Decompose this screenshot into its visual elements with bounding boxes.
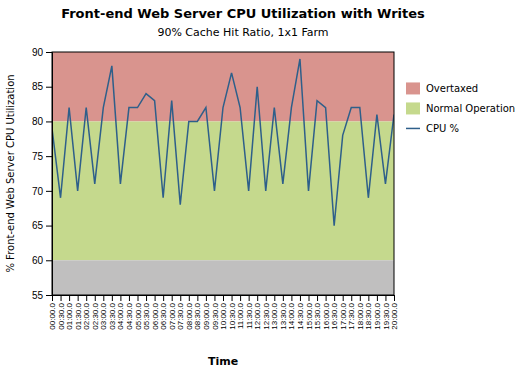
y-tick-label: 70 bbox=[32, 186, 44, 197]
y-tick: 70 bbox=[32, 186, 52, 197]
x-axis-line bbox=[53, 296, 395, 302]
plot-area: 55 60 65 70 75 80 85 90 00:00.000:30.001:00.001:… bbox=[32, 47, 399, 330]
y-axis: 55 60 65 70 75 80 85 90 bbox=[32, 47, 53, 301]
y-tick-mark bbox=[46, 191, 52, 192]
y-tick: 55 bbox=[32, 290, 52, 301]
y-tick: 80 bbox=[32, 116, 52, 127]
subtitle: 90% Cache Hit Ratio, 1x1 Farm bbox=[157, 26, 328, 39]
y-tick-mark bbox=[46, 156, 52, 157]
x-tick-mark bbox=[180, 295, 181, 301]
y-tick: 60 bbox=[32, 255, 52, 266]
x-tick-mark bbox=[69, 295, 70, 301]
x-tick-mark bbox=[360, 295, 361, 301]
y-tick-mark bbox=[46, 121, 52, 122]
legend-label: Normal Operation bbox=[426, 103, 515, 114]
x-tick-mark bbox=[240, 295, 241, 301]
x-tick: 20:00.0 bbox=[390, 295, 399, 330]
x-tick-mark bbox=[309, 295, 310, 301]
x-tick-mark bbox=[129, 295, 130, 301]
y-axis-line bbox=[46, 53, 53, 296]
x-tick-mark bbox=[223, 295, 224, 301]
x-tick-mark bbox=[317, 295, 318, 301]
y-tick-label: 55 bbox=[32, 290, 44, 301]
plot-frame bbox=[52, 52, 394, 295]
y-tick: 75 bbox=[32, 151, 52, 162]
marks bbox=[52, 52, 394, 295]
x-tick-mark bbox=[95, 295, 96, 301]
y-tick-mark bbox=[46, 260, 52, 261]
x-tick-mark bbox=[274, 295, 275, 301]
x-tick-mark bbox=[61, 295, 62, 301]
x-tick-mark bbox=[394, 295, 395, 301]
x-tick-mark bbox=[52, 295, 53, 301]
x-tick-mark bbox=[334, 295, 335, 301]
y-tick: 90 bbox=[32, 47, 52, 58]
legend-swatch bbox=[406, 102, 420, 114]
x-tick-mark bbox=[326, 295, 327, 301]
x-tick-mark bbox=[214, 295, 215, 301]
y-tick-mark bbox=[46, 295, 52, 296]
x-axis: 00:00.000:30.001:00.001:30.002:00.002:30… bbox=[48, 295, 399, 330]
y-tick-mark bbox=[46, 87, 52, 88]
x-tick-mark bbox=[385, 295, 386, 301]
x-axis-title: Time bbox=[208, 355, 238, 368]
band bbox=[52, 260, 394, 295]
legend-swatch bbox=[406, 82, 420, 94]
x-tick-mark bbox=[138, 295, 139, 301]
y-tick-mark bbox=[46, 52, 52, 53]
x-tick-mark bbox=[377, 295, 378, 301]
y-tick-label: 75 bbox=[32, 151, 44, 162]
x-tick-mark bbox=[368, 295, 369, 301]
y-tick-label: 65 bbox=[32, 220, 44, 231]
legend-item: CPU % bbox=[406, 123, 459, 134]
y-tick: 65 bbox=[32, 220, 52, 231]
legend-label: Overtaxed bbox=[426, 83, 478, 94]
x-tick-mark bbox=[197, 295, 198, 301]
x-tick-mark bbox=[78, 295, 79, 301]
chart: 55 60 65 70 75 80 85 90 00:00.000:30.001:00.001:… bbox=[0, 0, 516, 373]
x-tick-mark bbox=[232, 295, 233, 301]
y-tick: 85 bbox=[32, 81, 52, 92]
legend: Overtaxed Normal Operation CPU % bbox=[406, 82, 515, 133]
x-tick-mark bbox=[351, 295, 352, 301]
x-tick-mark bbox=[283, 295, 284, 301]
x-tick-label: 20:00.0 bbox=[390, 302, 399, 329]
cpu-line bbox=[52, 59, 394, 226]
x-tick-mark bbox=[300, 295, 301, 301]
x-tick-mark bbox=[249, 295, 250, 301]
y-tick-label: 80 bbox=[32, 116, 44, 127]
x-tick-mark bbox=[291, 295, 292, 301]
x-tick-mark bbox=[189, 295, 190, 301]
x-tick-mark bbox=[120, 295, 121, 301]
x-tick-mark bbox=[172, 295, 173, 301]
y-tick-mark bbox=[46, 226, 52, 227]
legend-item: Overtaxed bbox=[406, 82, 478, 94]
x-tick-mark bbox=[112, 295, 113, 301]
legend-item: Normal Operation bbox=[406, 102, 515, 114]
x-tick-mark bbox=[257, 295, 258, 301]
x-tick-mark bbox=[343, 295, 344, 301]
legend-label: CPU % bbox=[426, 123, 459, 134]
y-tick-label: 85 bbox=[32, 81, 44, 92]
legend-swatch bbox=[406, 128, 420, 130]
x-tick-mark bbox=[146, 295, 147, 301]
x-tick-mark bbox=[266, 295, 267, 301]
y-tick-label: 60 bbox=[32, 255, 44, 266]
x-tick-mark bbox=[103, 295, 104, 301]
title: Front-end Web Server CPU Utilization wit… bbox=[61, 6, 425, 21]
x-tick-mark bbox=[163, 295, 164, 301]
x-tick-mark bbox=[206, 295, 207, 301]
x-tick-mark bbox=[86, 295, 87, 301]
y-axis-title: % Front-end Web Server CPU Utilization bbox=[5, 74, 16, 272]
y-tick-label: 90 bbox=[32, 47, 44, 58]
x-tick-mark bbox=[155, 295, 156, 301]
